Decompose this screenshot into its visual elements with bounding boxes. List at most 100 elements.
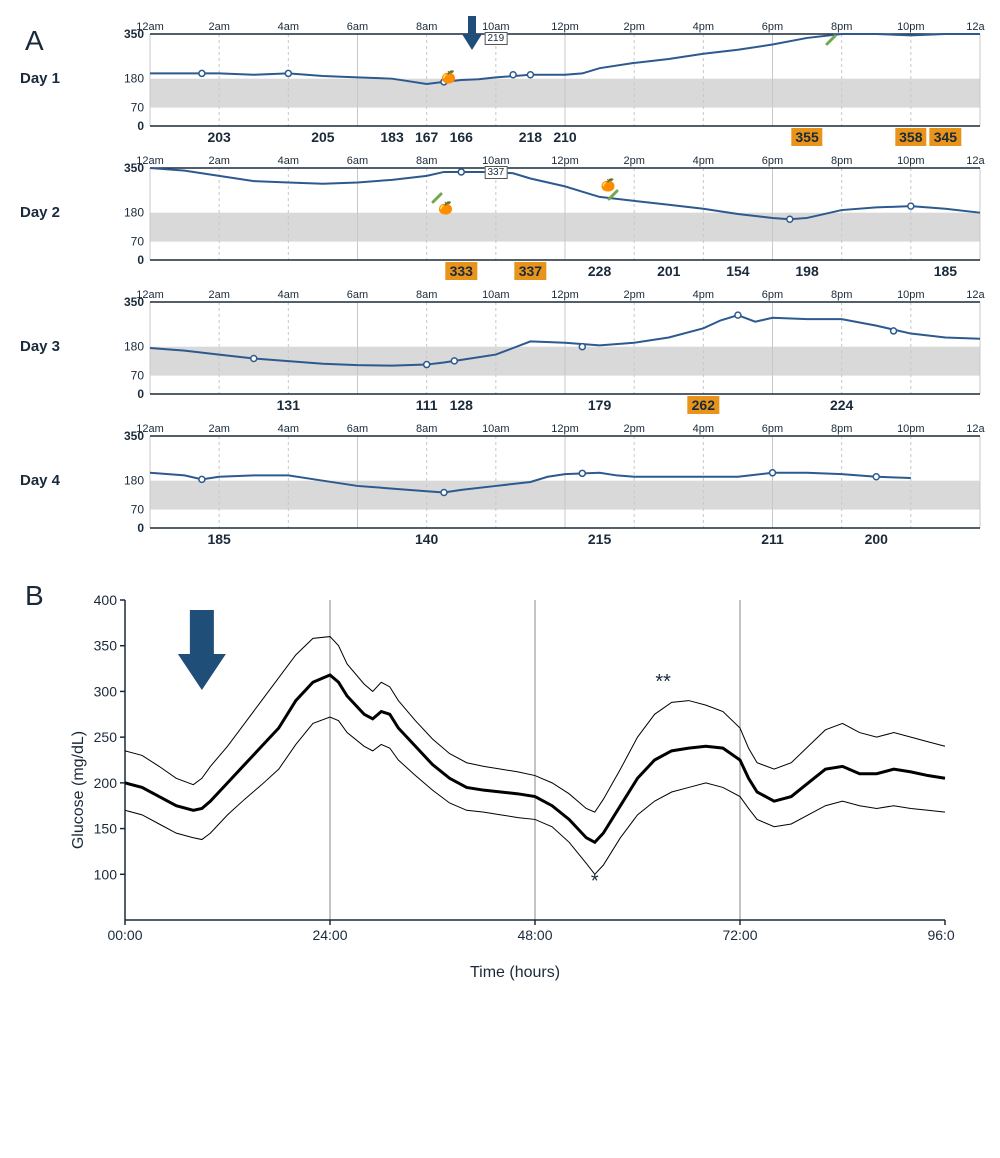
glucose-value: 205 [307, 128, 338, 146]
svg-text:350: 350 [124, 295, 144, 309]
svg-text:6am: 6am [347, 21, 368, 33]
day-label: Day 1 [20, 70, 75, 87]
svg-text:96:00: 96:00 [927, 927, 955, 943]
day-row: Day 412am2am4am6am8am10am12pm2pm4pm6pm8p… [20, 422, 980, 550]
svg-text:70: 70 [131, 503, 145, 517]
svg-text:12pm: 12pm [551, 21, 579, 33]
asterisk-marker: ** [655, 671, 671, 693]
panel-b: BGlucose (mg/dL)10015020025030035040000:… [20, 580, 980, 982]
svg-text:4am: 4am [278, 423, 299, 435]
svg-text:8am: 8am [416, 423, 437, 435]
svg-text:2pm: 2pm [623, 155, 644, 167]
glucose-value: 201 [653, 262, 684, 280]
svg-text:180: 180 [124, 474, 144, 488]
glucose-value: 333 [446, 262, 477, 280]
glucose-value: 185 [930, 262, 961, 280]
svg-text:10am: 10am [482, 423, 510, 435]
svg-text:180: 180 [124, 340, 144, 354]
day-row: Day 312am2am4am6am8am10am12pm2pm4pm6pm8p… [20, 288, 980, 416]
svg-text:12pm: 12pm [551, 289, 579, 301]
callout-label: 219 [484, 32, 507, 45]
glucose-value: 228 [584, 262, 615, 280]
svg-text:12pm: 12pm [551, 155, 579, 167]
glucose-value: 128 [446, 396, 477, 414]
glucose-value: 203 [203, 128, 234, 146]
glucose-value: 140 [411, 530, 442, 548]
day-chart: 12am2am4am6am8am10am12pm2pm4pm6pm8pm10pm… [115, 154, 970, 282]
glucose-value: 337 [515, 262, 546, 280]
glucose-value: 166 [446, 128, 477, 146]
svg-text:8am: 8am [416, 155, 437, 167]
svg-text:70: 70 [131, 369, 145, 383]
value-row: 203205183167166218210355358345 [115, 126, 970, 148]
glucose-value: 131 [273, 396, 304, 414]
glucose-value: 224 [826, 396, 857, 414]
svg-text:6pm: 6pm [762, 289, 783, 301]
svg-text:4pm: 4pm [693, 423, 714, 435]
day-chart: 12am2am4am6am8am10am12pm2pm4pm6pm8pm10pm… [115, 422, 970, 550]
glucose-value: 210 [549, 128, 580, 146]
value-row: 185140215211200 [115, 528, 970, 550]
value-row: 333337228201154198185 [115, 260, 970, 282]
svg-text:350: 350 [94, 638, 118, 654]
svg-text:4am: 4am [278, 289, 299, 301]
apple-icon: 🍊 [441, 70, 456, 84]
glucose-value: 198 [791, 262, 822, 280]
svg-text:2am: 2am [208, 155, 229, 167]
svg-text:12am: 12am [966, 155, 985, 167]
asterisk-marker: * [591, 871, 599, 893]
svg-text:4am: 4am [278, 21, 299, 33]
svg-text:6pm: 6pm [762, 155, 783, 167]
svg-text:200: 200 [94, 775, 118, 791]
svg-text:24:00: 24:00 [312, 927, 347, 943]
svg-text:70: 70 [131, 101, 145, 115]
glucose-value: 179 [584, 396, 615, 414]
svg-text:2pm: 2pm [623, 21, 644, 33]
svg-text:10am: 10am [482, 289, 510, 301]
day-chart: 12am2am4am6am8am10am12pm2pm4pm6pm8pm10pm… [115, 20, 970, 148]
svg-text:4pm: 4pm [693, 289, 714, 301]
glucose-value: 345 [930, 128, 961, 146]
svg-text:8pm: 8pm [831, 289, 852, 301]
day-row: Day 212am2am4am6am8am10am12pm2pm4pm6pm8p… [20, 154, 980, 282]
svg-text:6am: 6am [347, 423, 368, 435]
svg-text:4pm: 4pm [693, 21, 714, 33]
svg-text:8pm: 8pm [831, 21, 852, 33]
svg-text:6am: 6am [347, 289, 368, 301]
svg-text:00:00: 00:00 [107, 927, 142, 943]
apple-icon: 🍊 [438, 201, 453, 215]
svg-text:2am: 2am [208, 423, 229, 435]
glucose-value: 358 [895, 128, 926, 146]
svg-text:10pm: 10pm [897, 289, 925, 301]
svg-text:70: 70 [131, 235, 145, 249]
svg-text:8pm: 8pm [831, 423, 852, 435]
svg-text:8am: 8am [416, 21, 437, 33]
svg-text:180: 180 [124, 72, 144, 86]
svg-text:2pm: 2pm [623, 289, 644, 301]
svg-text:12am: 12am [966, 423, 985, 435]
svg-text:300: 300 [94, 683, 118, 699]
svg-text:4pm: 4pm [693, 155, 714, 167]
svg-text:6pm: 6pm [762, 21, 783, 33]
glucose-value: 185 [203, 530, 234, 548]
panel-b-chart: 10015020025030035040000:0024:0048:0072:0… [75, 580, 955, 960]
svg-text:350: 350 [124, 161, 144, 175]
day-row: Day 112am2am4am6am8am10am12pm2pm4pm6pm8p… [20, 20, 980, 148]
day-label: Day 4 [20, 472, 75, 489]
callout-label: 337 [484, 166, 507, 179]
panel-a: ADay 112am2am4am6am8am10am12pm2pm4pm6pm8… [20, 20, 980, 550]
glucose-value: 218 [515, 128, 546, 146]
glucose-value: 211 [757, 530, 788, 548]
glucose-value: 200 [861, 530, 892, 548]
day-label: Day 3 [20, 338, 75, 355]
svg-text:72:00: 72:00 [722, 927, 757, 943]
svg-text:150: 150 [94, 821, 118, 837]
glucose-value: 183 [376, 128, 407, 146]
arrow-icon [462, 16, 482, 55]
svg-text:8am: 8am [416, 289, 437, 301]
svg-text:10pm: 10pm [897, 21, 925, 33]
glucose-value: 111 [412, 396, 442, 414]
svg-text:400: 400 [94, 592, 118, 608]
day-chart: 12am2am4am6am8am10am12pm2pm4pm6pm8pm10pm… [115, 288, 970, 416]
svg-text:100: 100 [94, 866, 118, 882]
